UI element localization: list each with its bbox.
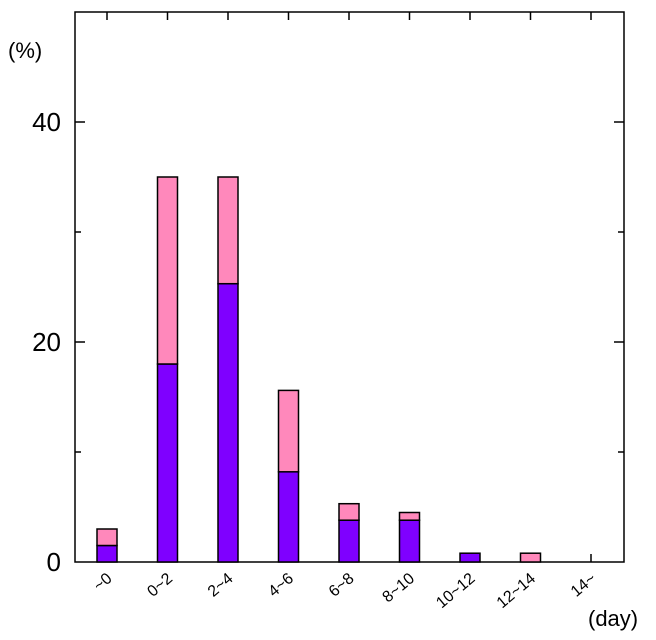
x-unit-label: (day): [588, 606, 638, 631]
x-tick-label: 10~12: [433, 570, 478, 612]
bar-segment-series-2: [156, 176, 179, 365]
bar-segment-series-1: [338, 519, 360, 563]
x-tick-labels: ~0 0~2 2~4 4~6 6~8 8~10 10~12 12~14 14~: [91, 570, 600, 612]
bar-segment-series-1: [217, 282, 239, 563]
bar-segment-series-1: [96, 544, 118, 563]
x-tick-label: 6~8: [326, 570, 358, 601]
y-tick-label: 0: [47, 547, 61, 577]
x-tick-label: 12~14: [494, 570, 539, 612]
bar-segment-series-2: [217, 176, 239, 285]
y-tick-label: 40: [32, 107, 61, 137]
x-tick-label: 4~6: [265, 570, 297, 601]
y-tick-label: 20: [32, 327, 61, 357]
bar-segment-series-1: [398, 519, 421, 563]
x-tick-label: 2~4: [205, 570, 237, 601]
x-tick-label: 14~: [568, 570, 600, 600]
x-tick-label: 0~2: [144, 570, 176, 601]
bar-segment-series-1: [459, 552, 481, 563]
bar-segment-series-1: [277, 471, 300, 563]
y-unit-label: (%): [8, 38, 42, 63]
y-tick-labels: 0 20 40: [32, 107, 61, 577]
bars: [96, 176, 542, 563]
x-tick-label: ~0: [91, 570, 116, 595]
bar-segment-series-2: [519, 552, 542, 563]
bar-segment-series-2: [398, 511, 421, 521]
bar-segment-series-2: [277, 389, 300, 473]
bar-segment-series-2: [338, 502, 360, 521]
bar-segment-series-2: [96, 528, 118, 547]
bar-segment-series-1: [156, 363, 179, 563]
x-tick-label: 8~10: [380, 570, 419, 606]
